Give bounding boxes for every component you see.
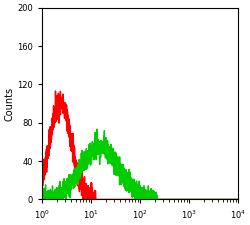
Y-axis label: Counts: Counts <box>4 86 14 121</box>
